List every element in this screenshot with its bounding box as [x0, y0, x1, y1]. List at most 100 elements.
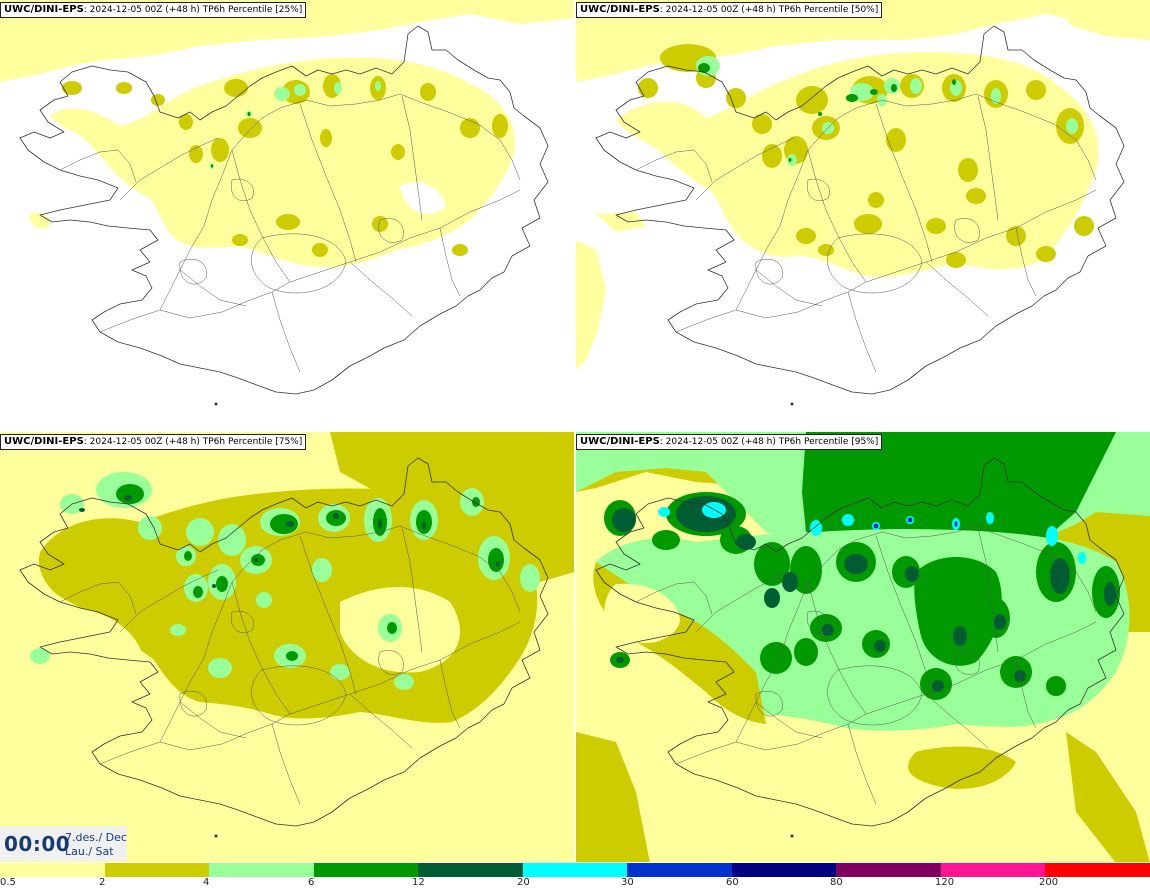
precip-cell [874, 640, 886, 652]
road-line [807, 149, 867, 283]
precip-cell [726, 88, 746, 108]
precip-cell [788, 158, 792, 162]
road-line [807, 581, 867, 715]
precip-field [400, 182, 446, 215]
legend-tick-label: 20 [517, 877, 530, 888]
precip-field [616, 52, 1099, 277]
road-line [1015, 227, 1037, 297]
legend-tick-label: 80 [830, 877, 843, 888]
precip-cell [116, 484, 144, 504]
legend-swatch [209, 863, 314, 877]
precip-map-p25 [0, 0, 574, 406]
precip-cell [312, 243, 328, 257]
precip-cell [216, 576, 228, 592]
map-panel-p50: UWC/DINI-EPS: 2024-12-05 00Z (+48 h) TP6… [576, 0, 1150, 431]
precip-cell [818, 112, 822, 116]
road-line [59, 149, 137, 183]
precip-cell [334, 82, 342, 94]
precip-cell [952, 79, 956, 85]
coastline [595, 457, 1125, 827]
precip-cell [926, 218, 946, 234]
island-dot [790, 402, 794, 406]
precip-cell [254, 558, 258, 562]
precip-cell [1046, 676, 1066, 696]
road-line [1015, 659, 1037, 729]
precip-cell [946, 252, 966, 268]
precip-cell [698, 63, 710, 73]
precip-cell [818, 244, 834, 256]
precip-cell [62, 81, 82, 95]
precip-cell [844, 554, 868, 574]
precip-cell [658, 507, 670, 517]
legend-tick-label: 2 [99, 877, 106, 888]
road-line [59, 581, 137, 615]
precip-cell [1006, 226, 1026, 246]
road-line [925, 261, 989, 317]
precip-field [1066, 732, 1150, 863]
precip-cell [394, 674, 414, 690]
precip-cell [312, 558, 332, 582]
precip-cell [873, 523, 879, 529]
panel-title: UWC/DINI-EPS: 2024-12-05 00Z (+48 h) TP6… [0, 434, 307, 450]
precip-cell [276, 214, 300, 230]
precip-cell [1050, 558, 1070, 594]
legend-tick-label: 12 [412, 877, 425, 888]
precip-cell [1074, 216, 1094, 236]
road-line [401, 527, 423, 653]
precip-cell [378, 519, 382, 529]
legend-tick-label: 0.5 [0, 877, 16, 888]
map-panel-p75: UWC/DINI-EPS: 2024-12-05 00Z (+48 h) TP6… [0, 432, 574, 863]
precip-field [604, 583, 680, 644]
valid-time-box: 00:00 7.des./ Dec Lau./ Sat [0, 826, 127, 861]
road-line [675, 621, 1097, 765]
road-line [299, 103, 357, 263]
precip-cell [218, 524, 246, 556]
coastline [19, 25, 549, 395]
precip-cell [1036, 246, 1056, 262]
road-line [119, 569, 219, 633]
precip-cell [30, 648, 50, 664]
precip-cell [958, 158, 978, 182]
precip-cell [842, 514, 854, 526]
road-line [695, 569, 795, 633]
legend-swatch [314, 863, 418, 877]
precip-cell [796, 86, 828, 114]
precip-cell [274, 87, 290, 101]
precip-field [0, 572, 172, 711]
precip-cell [492, 114, 508, 138]
precip-cell [752, 114, 772, 134]
road-line [159, 525, 521, 743]
road-line [159, 93, 521, 311]
precip-cell [1066, 118, 1078, 134]
legend-swatch [418, 863, 523, 877]
road-line [635, 581, 713, 615]
legend-tick-label: 6 [308, 877, 315, 888]
precip-cell [754, 542, 790, 586]
precip-cell [330, 664, 350, 680]
precip-cell [238, 118, 262, 138]
precip-cell [270, 514, 298, 534]
precip-cell [116, 82, 132, 94]
precip-cell [994, 614, 1006, 630]
legend-swatch [941, 863, 1045, 877]
road-line [271, 291, 301, 373]
legend-swatch [105, 863, 209, 877]
precip-field [1050, 0, 1150, 40]
precip-field [0, 0, 574, 82]
legend-swatch [627, 863, 732, 877]
legend-tick-label: 30 [621, 877, 634, 888]
precip-cell [638, 78, 658, 98]
precip-cell [907, 517, 913, 523]
coastline [19, 457, 549, 827]
precip-cell [189, 145, 203, 163]
precip-cell [452, 244, 468, 256]
precip-cell [1014, 670, 1026, 682]
road-line [271, 723, 301, 805]
precip-cell [905, 566, 919, 582]
road-line [231, 149, 291, 283]
precip-cell [496, 561, 500, 567]
precip-cell [372, 216, 388, 232]
valid-time: 00:00 [4, 832, 71, 856]
road-line [99, 621, 521, 765]
glacier-outline [251, 665, 347, 726]
